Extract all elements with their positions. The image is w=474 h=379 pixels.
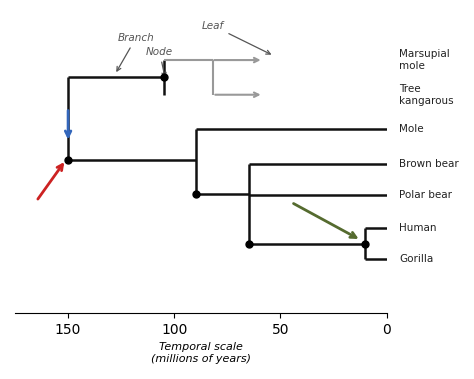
Text: Polar bear: Polar bear: [400, 190, 452, 200]
Text: Marsupial
mole: Marsupial mole: [400, 49, 450, 71]
Text: Human: Human: [400, 223, 437, 233]
X-axis label: Temporal scale
(millions of years): Temporal scale (millions of years): [151, 342, 251, 364]
Text: Gorilla: Gorilla: [400, 254, 434, 265]
Text: Brown bear: Brown bear: [400, 159, 459, 169]
Text: Branch: Branch: [117, 33, 155, 71]
Text: Leaf: Leaf: [201, 20, 270, 54]
Text: Mole: Mole: [400, 124, 424, 135]
Text: Tree
kangarous: Tree kangarous: [400, 84, 454, 105]
Text: Node: Node: [146, 47, 173, 77]
